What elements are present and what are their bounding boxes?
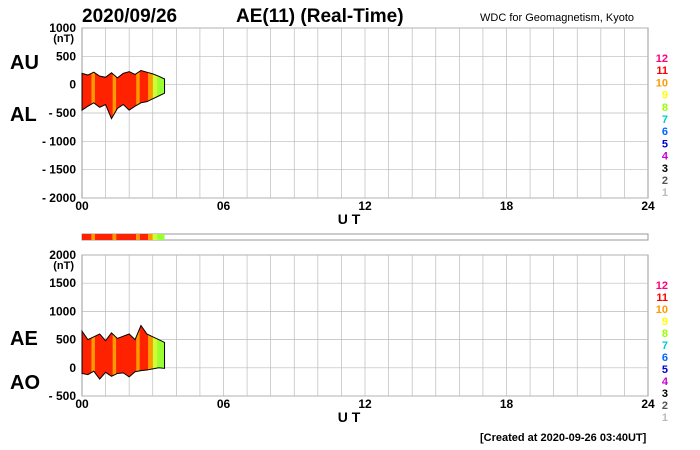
station-band bbox=[91, 70, 95, 119]
coverage-segment bbox=[136, 234, 140, 240]
y-tick-label: 2000 bbox=[49, 248, 76, 262]
station-legend-label: 11 bbox=[656, 65, 668, 77]
au-label: AU bbox=[10, 52, 39, 74]
credit-label: WDC for Geomagnetism, Kyoto bbox=[480, 12, 635, 24]
coverage-segment bbox=[82, 234, 92, 240]
x-tick-label: 12 bbox=[358, 199, 372, 213]
y-tick-label: - 500 bbox=[49, 389, 77, 403]
created-timestamp: [Created at 2020-09-26 03:40UT] bbox=[480, 432, 647, 444]
x-tick-label: 00 bbox=[75, 199, 89, 213]
station-legend-label: 10 bbox=[656, 304, 668, 316]
station-band bbox=[136, 70, 140, 119]
station-band bbox=[112, 70, 117, 119]
y-tick-label: 0 bbox=[69, 361, 76, 375]
x-tick-label: 12 bbox=[358, 397, 372, 411]
station-legend-label: 10 bbox=[656, 77, 668, 89]
x-tick-label: 06 bbox=[217, 199, 231, 213]
x-axis-label: U T bbox=[338, 211, 361, 227]
station-band bbox=[139, 70, 149, 119]
y-tick-label: 500 bbox=[56, 49, 76, 63]
y-tick-label: 0 bbox=[69, 78, 76, 92]
station-legend-label: 4 bbox=[662, 376, 669, 388]
y-unit-label: (nT) bbox=[53, 33, 74, 45]
station-band bbox=[82, 70, 92, 119]
ae-label: AE bbox=[10, 328, 38, 350]
station-legend-label: 12 bbox=[656, 53, 668, 65]
chart-date: 2020/09/26 bbox=[82, 6, 178, 27]
station-legend-label: 3 bbox=[662, 163, 668, 175]
coverage-segment bbox=[91, 234, 95, 240]
station-legend-label: 9 bbox=[662, 90, 668, 102]
coverage-segment bbox=[116, 234, 137, 240]
station-legend-label: 1 bbox=[662, 412, 668, 424]
y-tick-label: 1000 bbox=[49, 304, 76, 318]
station-band bbox=[157, 325, 165, 380]
coverage-segment bbox=[148, 234, 153, 240]
station-band bbox=[152, 70, 158, 119]
coverage-segment bbox=[139, 234, 149, 240]
station-legend-label: 2 bbox=[662, 175, 668, 187]
y-tick-label: - 500 bbox=[49, 106, 77, 120]
coverage-segment bbox=[152, 234, 158, 240]
station-legend-label: 8 bbox=[662, 102, 668, 114]
chart-title: AE(11) (Real-Time) bbox=[236, 6, 404, 27]
x-tick-label: 18 bbox=[500, 199, 514, 213]
x-axis-label: U T bbox=[338, 409, 361, 425]
station-legend-label: 5 bbox=[662, 138, 668, 150]
y-tick-label: - 1000 bbox=[42, 134, 76, 148]
data-outline-1 bbox=[81, 324, 166, 380]
station-legend-label: 5 bbox=[662, 364, 668, 376]
coverage-segment bbox=[94, 234, 113, 240]
station-legend-label: 9 bbox=[662, 316, 668, 328]
station-legend-label: 7 bbox=[662, 340, 668, 352]
y-tick-label: 500 bbox=[56, 333, 76, 347]
station-legend-label: 12 bbox=[656, 280, 668, 292]
station-band bbox=[91, 325, 95, 380]
x-tick-label: 24 bbox=[641, 199, 655, 213]
station-coverage-bar bbox=[81, 233, 649, 241]
station-band bbox=[152, 325, 158, 380]
station-legend-label: 7 bbox=[662, 114, 668, 126]
x-tick-label: 24 bbox=[641, 397, 655, 411]
station-band bbox=[148, 325, 153, 380]
station-legend-label: 1 bbox=[662, 187, 668, 199]
x-tick-label: 18 bbox=[500, 397, 514, 411]
x-tick-label: 06 bbox=[217, 397, 231, 411]
y-tick-label: - 1500 bbox=[42, 163, 76, 177]
station-band bbox=[139, 325, 149, 380]
station-legend-label: 11 bbox=[656, 292, 668, 304]
coverage-segment bbox=[112, 234, 117, 240]
data-outline-0 bbox=[81, 69, 166, 120]
y-unit-label: (nT) bbox=[53, 260, 74, 272]
station-band bbox=[136, 325, 140, 380]
coverage-segment bbox=[157, 234, 165, 240]
station-legend-label: 6 bbox=[662, 352, 668, 364]
al-label: AL bbox=[10, 104, 37, 126]
x-tick-label: 00 bbox=[75, 397, 89, 411]
station-band bbox=[112, 325, 117, 380]
y-tick-label: 1500 bbox=[49, 276, 76, 290]
station-band bbox=[82, 325, 92, 380]
station-band bbox=[94, 325, 113, 380]
station-legend-label: 4 bbox=[662, 151, 669, 163]
station-band bbox=[148, 70, 153, 119]
station-legend-label: 2 bbox=[662, 400, 668, 412]
station-legend-label: 6 bbox=[662, 126, 668, 138]
station-band bbox=[116, 325, 137, 380]
station-legend-label: 3 bbox=[662, 388, 668, 400]
ao-label: AO bbox=[10, 372, 40, 394]
y-tick-label: - 2000 bbox=[42, 191, 76, 205]
station-legend-label: 8 bbox=[662, 328, 668, 340]
y-tick-label: 1000 bbox=[49, 21, 76, 35]
